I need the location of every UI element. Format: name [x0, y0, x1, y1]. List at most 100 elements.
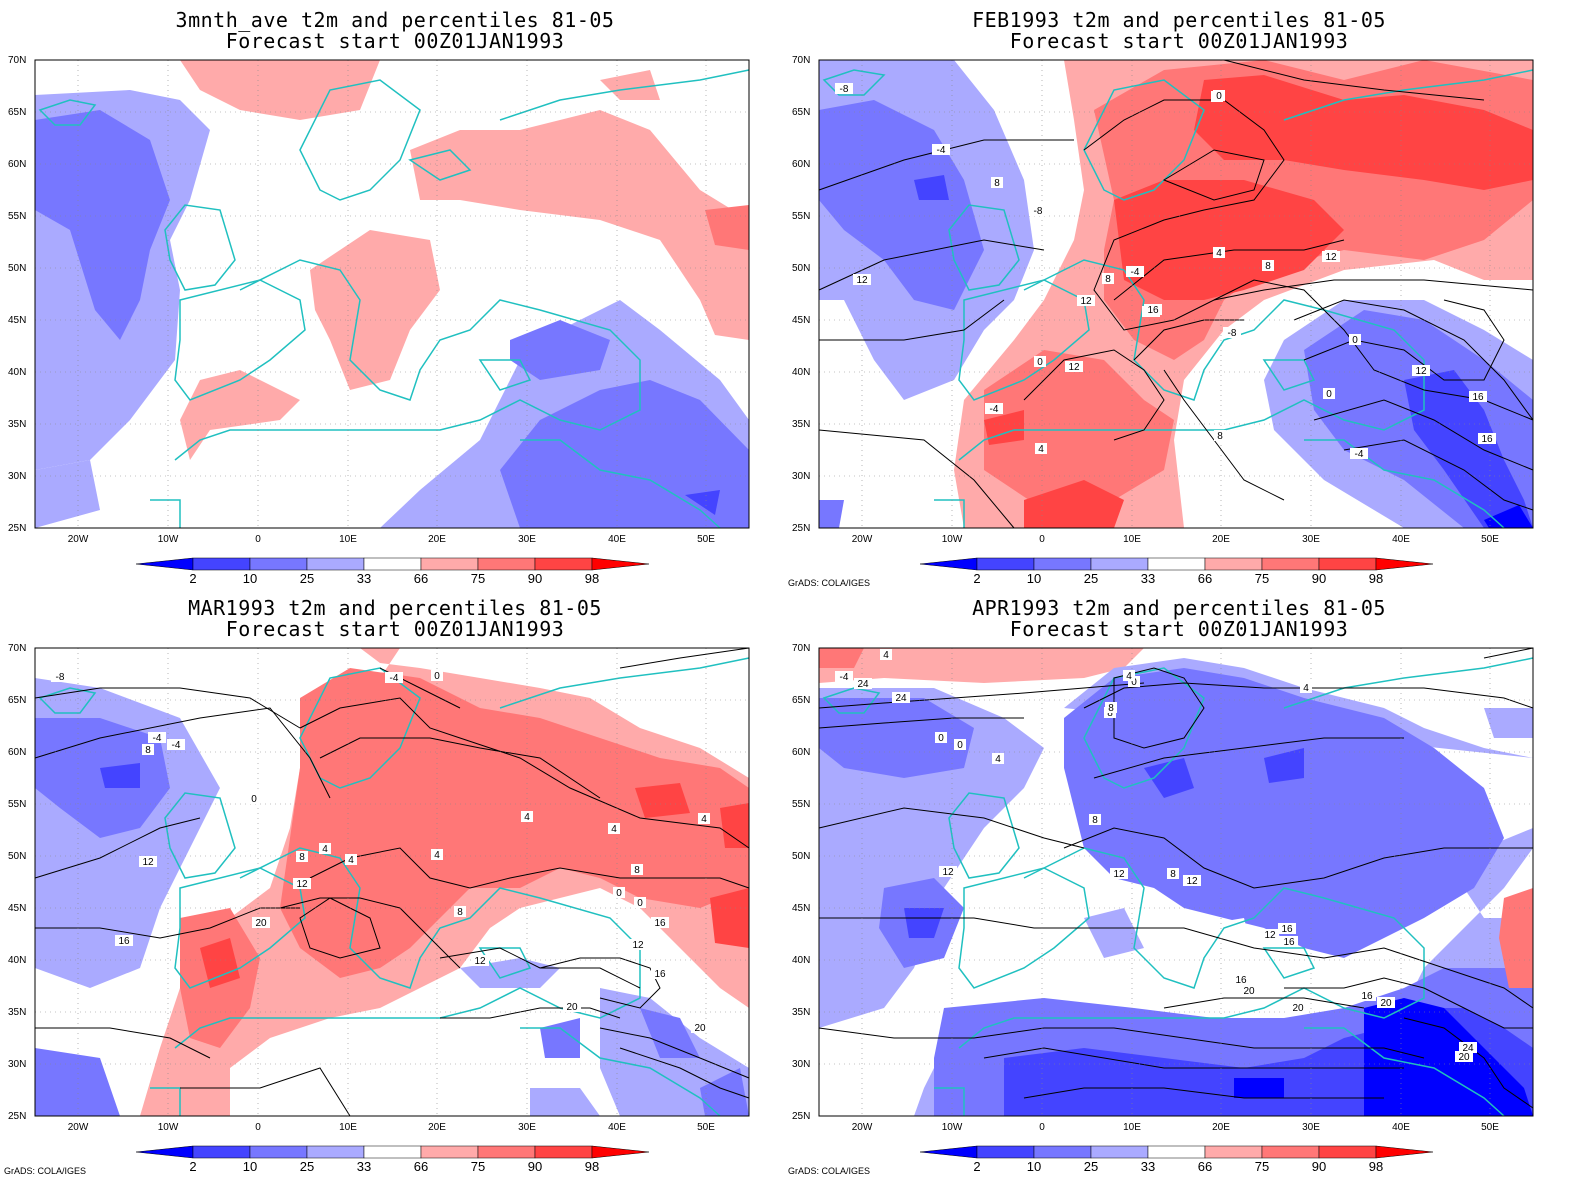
contour-label: 8 — [1102, 273, 1114, 285]
grads-credit: GrADS: COLA/IGES — [788, 578, 870, 588]
svg-text:8: 8 — [299, 852, 305, 863]
title-line1: APR1993 t2m and percentiles 81-05 — [972, 596, 1386, 620]
contour-label: 0 — [1349, 334, 1361, 346]
panel-title: 3mnth_ave t2m and percentiles 81-05 Fore… — [0, 10, 790, 52]
colorbar-segment — [1147, 557, 1206, 571]
svg-text:12: 12 — [1264, 930, 1276, 941]
colorbar: 2 10 25 33 66 75 90 98 — [919, 557, 1434, 586]
lon-label: 10E — [339, 1122, 357, 1133]
lon-label: 0 — [1039, 534, 1045, 545]
svg-text:12: 12 — [1113, 869, 1125, 880]
svg-text:8: 8 — [634, 865, 640, 876]
contour-label: 12 — [1065, 361, 1083, 373]
colorbar-segment — [1033, 557, 1092, 571]
contour-layer — [818, 647, 1534, 1109]
svg-text:4: 4 — [434, 850, 440, 861]
contour-label: -8 — [1029, 205, 1047, 217]
colorbar-label: 90 — [528, 1159, 542, 1174]
lat-label: 50N — [792, 263, 810, 274]
contour-label: 12 — [471, 955, 489, 967]
contour-label: 0 — [1323, 388, 1335, 400]
svg-text:12: 12 — [1080, 296, 1092, 307]
lat-label: 25N — [8, 1111, 26, 1122]
coastline-layer — [38, 69, 750, 529]
contour-label: 4 — [521, 811, 533, 823]
contour-label: 16 — [115, 935, 133, 947]
svg-text:8: 8 — [1170, 869, 1176, 880]
lon-label: 10E — [1123, 1122, 1141, 1133]
colorbar-label: 98 — [585, 571, 599, 586]
title-line2: Forecast start 00Z01JAN1993 — [1009, 29, 1349, 53]
svg-text:-8: -8 — [1034, 206, 1043, 217]
contour-label: -4 — [985, 403, 1003, 415]
lat-axis: 70N 65N 60N 55N 50N 45N 40N 35N 30N 25N — [792, 55, 810, 534]
lon-axis: 20W 10W 0 10E 20E 30E 40E 50E — [852, 1122, 1500, 1133]
lat-label: 55N — [8, 211, 26, 222]
contour-label: 16 — [651, 917, 669, 929]
lat-label: 30N — [792, 471, 810, 482]
panel-title: FEB1993 t2m and percentiles 81-05 Foreca… — [784, 10, 1574, 52]
contour-label: -4 — [932, 144, 950, 156]
lon-label: 30E — [518, 534, 536, 545]
svg-text:16: 16 — [118, 936, 130, 947]
svg-text:-4: -4 — [840, 672, 849, 683]
lat-label: 40N — [8, 955, 26, 966]
contour-label: 12 — [1183, 875, 1201, 887]
svg-text:12: 12 — [296, 879, 308, 890]
colorbar-label: 2 — [973, 1159, 980, 1174]
contour-label: 24 — [1459, 1042, 1477, 1054]
svg-text:20: 20 — [1292, 1003, 1304, 1014]
contour-label: 12 — [1261, 929, 1279, 941]
contour-label: 0 — [1034, 356, 1046, 368]
lon-label: 10W — [942, 534, 963, 545]
colorbar-label: 10 — [243, 571, 257, 586]
panel-mar1993: MAR1993 t2m and percentiles 81-05 Foreca… — [0, 588, 790, 1186]
contour-label: 0 — [634, 897, 646, 909]
colorbar-label: 90 — [528, 571, 542, 586]
colorbar-segment — [976, 1145, 1035, 1159]
lat-label: 65N — [792, 107, 810, 118]
lat-label: 40N — [792, 955, 810, 966]
lat-label: 65N — [792, 695, 810, 706]
colorbar-label: 75 — [1255, 571, 1269, 586]
lat-label: 60N — [8, 747, 26, 758]
svg-text:-4: -4 — [990, 404, 999, 415]
colorbar-label: 25 — [300, 1159, 314, 1174]
contour-label: 8 — [142, 744, 154, 756]
contour-label: 8 — [296, 851, 308, 863]
colorbar-label: 10 — [1027, 571, 1041, 586]
colorbar-segment — [477, 1145, 536, 1159]
colorbar-segment — [192, 557, 251, 571]
coastline-layer — [822, 69, 1534, 529]
contour-layer — [34, 647, 750, 1117]
colorbar-segment — [1261, 557, 1320, 571]
lat-label: 30N — [8, 1059, 26, 1070]
svg-text:8: 8 — [1107, 708, 1113, 719]
colorbar-segment — [1204, 557, 1263, 571]
lon-label: 20W — [68, 534, 89, 545]
colorbar-label: 66 — [1198, 571, 1212, 586]
svg-text:20: 20 — [1458, 1052, 1470, 1063]
contour-label: 4 — [698, 813, 710, 825]
lat-label: 35N — [792, 1007, 810, 1018]
colorbar-label: 2 — [973, 571, 980, 586]
lon-label: 20W — [68, 1122, 89, 1133]
lon-label: 10E — [339, 534, 357, 545]
lat-label: 45N — [8, 903, 26, 914]
svg-text:0: 0 — [251, 794, 257, 805]
contour-label: 4 — [431, 849, 443, 861]
svg-text:8: 8 — [1105, 274, 1111, 285]
lat-label: 45N — [792, 903, 810, 914]
coastline-layer — [822, 657, 1534, 1117]
colorbar-segment — [1033, 1145, 1092, 1159]
lat-label: 70N — [8, 643, 26, 654]
colorbar-segment — [249, 557, 308, 571]
lat-label: 35N — [8, 1007, 26, 1018]
svg-text:12: 12 — [1415, 366, 1427, 377]
lat-label: 30N — [792, 1059, 810, 1070]
contour-label: -4 — [148, 732, 166, 744]
svg-text:0: 0 — [1037, 357, 1043, 368]
lat-label: 55N — [792, 211, 810, 222]
contour-label: 20 — [1455, 1051, 1473, 1063]
svg-text:16: 16 — [1283, 937, 1295, 948]
